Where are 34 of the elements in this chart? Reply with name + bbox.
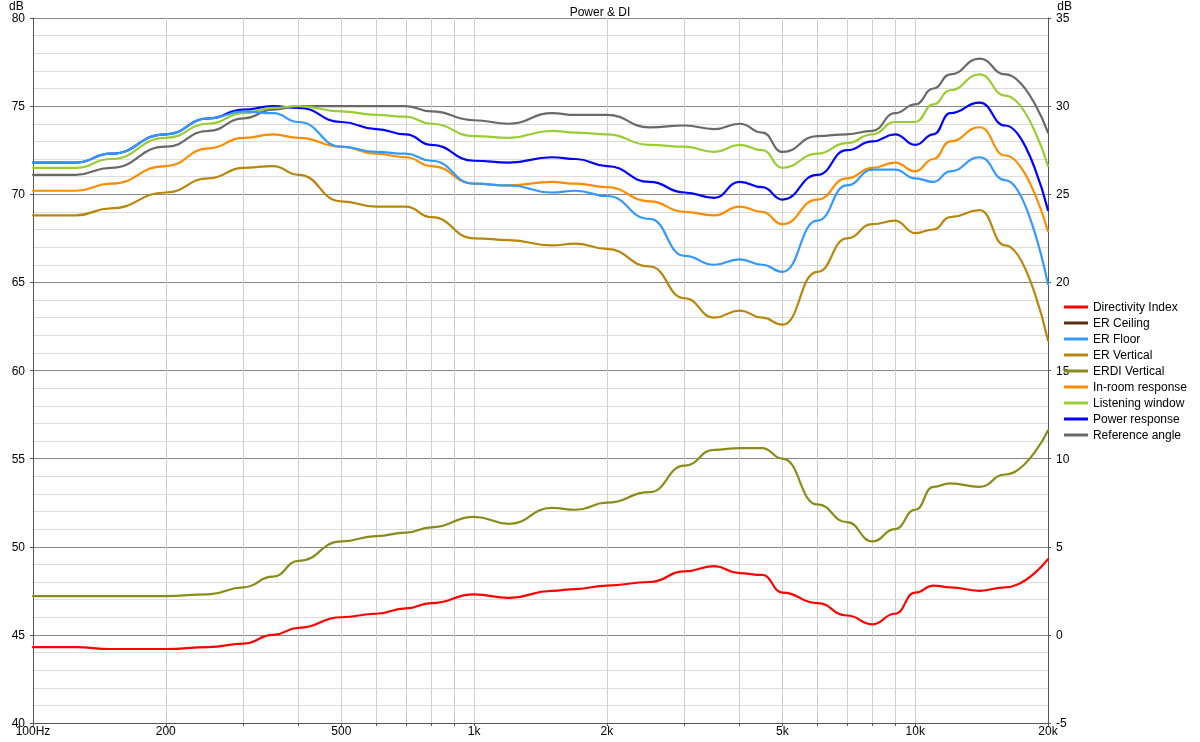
y-tick-label: 65 — [11, 275, 26, 290]
legend-label: ER Floor — [1092, 332, 1141, 346]
y2-tick-label: 5 — [1056, 539, 1063, 554]
chart-title: Power & DI — [569, 5, 631, 19]
x-tick-label: 500 — [331, 724, 352, 738]
y2-tick-label: 0 — [1056, 627, 1063, 642]
legend-label: ER Vertical — [1092, 348, 1153, 362]
y-tick-label: 45 — [11, 627, 26, 642]
y-tick-label: 70 — [11, 187, 26, 202]
legend-label: ERDI Vertical — [1092, 364, 1165, 378]
x-tick-label: 200 — [155, 724, 177, 738]
y-axis-title: dB — [9, 0, 24, 14]
x-tick-label: 20k — [1038, 724, 1059, 738]
x-tick-label: 1k — [467, 724, 482, 738]
y-tick-label: 55 — [11, 451, 26, 466]
y2-tick-label: 20 — [1056, 275, 1070, 290]
y2-tick-label: 35 — [1056, 11, 1070, 25]
y2-tick-label: 10 — [1056, 451, 1070, 466]
y2-axis-title: dB — [1057, 0, 1072, 14]
legend-label: Directivity Index — [1092, 300, 1178, 314]
y-tick-label: 60 — [11, 363, 26, 378]
y2-tick-label: 25 — [1056, 187, 1070, 202]
y-tick-label: 50 — [11, 539, 26, 554]
legend-label: Listening window — [1092, 396, 1185, 410]
y2-tick-label: 30 — [1056, 99, 1070, 114]
legend-label: Power response — [1092, 412, 1180, 426]
x-tick-label: 2k — [600, 724, 615, 738]
x-tick-label: 5k — [776, 724, 790, 738]
legend-label: ER Ceiling — [1092, 316, 1150, 330]
y-tick-label: 75 — [11, 99, 26, 114]
x-tick-label: 10k — [905, 724, 926, 738]
y-tick-label: 80 — [11, 11, 26, 25]
legend-label: In-room response — [1092, 380, 1188, 394]
legend-label: Reference angle — [1092, 428, 1182, 442]
